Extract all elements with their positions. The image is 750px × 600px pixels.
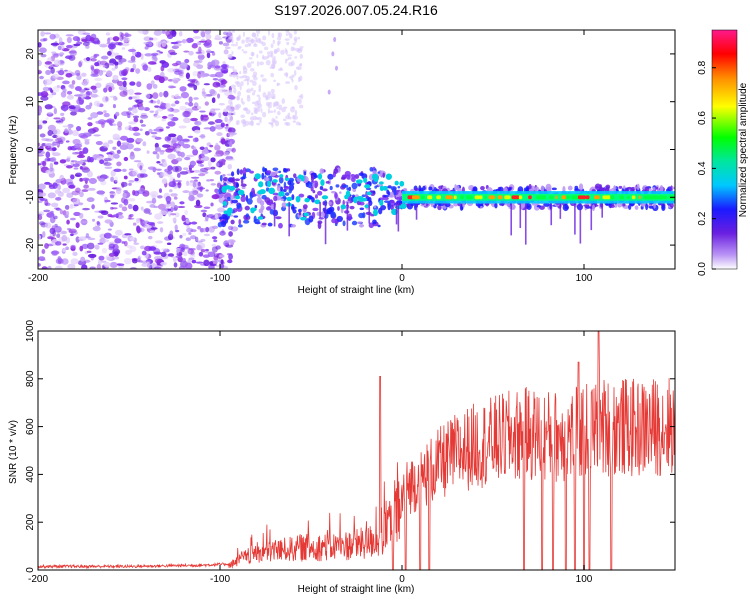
colorbar-frame bbox=[711, 29, 738, 270]
snr-ytick-label: 1000 bbox=[25, 319, 36, 342]
colorbar-label: Normalized spectral amplitude bbox=[738, 82, 749, 217]
snr-ytick-label: 200 bbox=[25, 513, 36, 530]
spectrogram-ylabel: Frequency (Hz) bbox=[8, 116, 19, 185]
spectrogram-xlabel: Height of straight line (km) bbox=[298, 285, 415, 296]
colorbar-tick-label: 0.6 bbox=[697, 111, 708, 125]
spectrogram-ytick-label: 0 bbox=[25, 146, 36, 152]
colorbar-tick-label: 0.4 bbox=[697, 161, 708, 175]
spectrogram-xtick-label: 100 bbox=[576, 273, 593, 284]
colorbar-gradient bbox=[712, 30, 737, 269]
snr-ytick-label: 800 bbox=[25, 370, 36, 387]
spectrogram-ytick-label: 10 bbox=[25, 96, 36, 108]
snr-xtick-label: 0 bbox=[399, 574, 405, 585]
spectrogram-image bbox=[38, 30, 675, 269]
snr-ytick-label: 400 bbox=[25, 466, 36, 483]
spectrogram-xtick-label: -100 bbox=[210, 273, 230, 284]
spectrogram-xtick-label: -200 bbox=[28, 273, 48, 284]
spectrogram-ytick-label: -20 bbox=[25, 237, 36, 252]
snr-frame bbox=[37, 330, 676, 571]
spectrogram-xtick-label: 0 bbox=[399, 273, 405, 284]
snr-ylabel: SNR (10 * v/v) bbox=[8, 420, 19, 484]
colorbar-tick-label: 0.8 bbox=[697, 60, 708, 74]
colorbar-tick-label: 0.0 bbox=[697, 262, 708, 276]
colorbar: 0.0 0.2 0.4 0.6 0.8 Normalized spectral ampl… bbox=[697, 29, 749, 276]
snr-ytick-label: 0 bbox=[25, 567, 36, 573]
snr-xtick-label: -200 bbox=[28, 574, 48, 585]
snr-xtick-label: 100 bbox=[576, 574, 593, 585]
snr-series-line bbox=[38, 331, 675, 570]
snr-xtick-label: -100 bbox=[210, 574, 230, 585]
spectrogram-ytick-label: 20 bbox=[25, 48, 36, 60]
figure-title: S197.2026.007.05.24.R16 bbox=[274, 2, 438, 18]
spectrogram-ytick-label: -10 bbox=[25, 190, 36, 205]
snr-ytick-label: 600 bbox=[25, 418, 36, 435]
snr-xlabel: Height of straight line (km) bbox=[298, 584, 415, 595]
colorbar-ticks: 0.0 0.2 0.4 0.6 0.8 bbox=[697, 60, 716, 276]
colorbar-tick-label: 0.2 bbox=[697, 211, 708, 225]
